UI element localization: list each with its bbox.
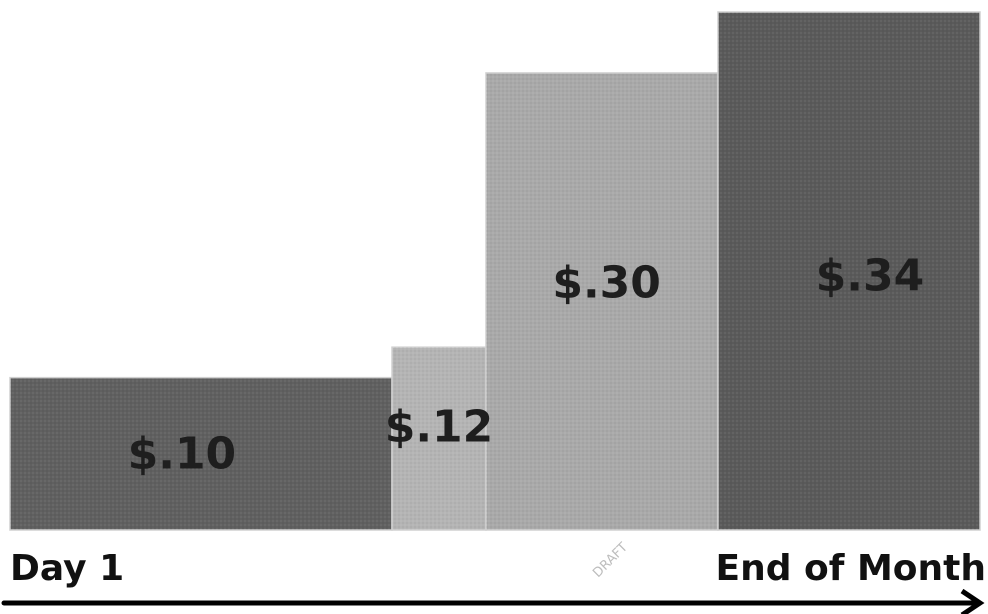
draft-watermark: DRAFT [590,540,631,581]
bar-value-label-3: $.30 [552,258,661,309]
bar-value-label-1: $.10 [128,428,237,479]
bar-texture-2 [392,347,486,530]
bar-texture-3 [486,72,718,531]
bar-texture-4 [718,12,980,530]
x-axis-start-label: Day 1 [10,548,124,589]
x-axis-arrow [1,588,985,614]
x-axis-end-label: End of Month [716,548,986,589]
bar-texture-1 [10,377,392,530]
bar-labels-group: $.10 $.12 $.30 $.34 [128,251,925,480]
bar-value-label-2: $.12 [385,402,494,453]
bars-group [9,11,981,531]
bar-value-label-4: $.34 [816,251,925,302]
